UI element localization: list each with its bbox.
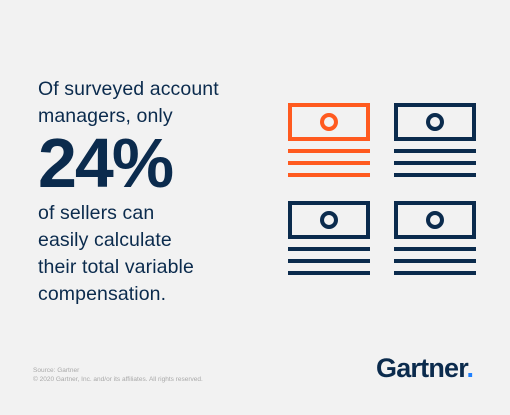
gartner-logo: Gartner. (376, 353, 474, 384)
stat-block: Of surveyed account managers, only 24% o… (38, 76, 219, 308)
source-note: Source: Gartner (33, 367, 80, 374)
headline-line-5: their total variable (38, 256, 194, 278)
cash-icon (288, 201, 370, 280)
headline-line-1: Of surveyed account (38, 78, 219, 100)
headline-line-2: managers, only (38, 105, 173, 127)
logo-dot: . (466, 353, 474, 383)
logo-text: Gartner (376, 353, 467, 383)
headline-stat: 24% (38, 124, 174, 202)
headline-line-4: easily calculate (38, 229, 172, 251)
cash-icon (394, 103, 476, 182)
cash-icon (394, 201, 476, 280)
footer: Source: Gartner © 2020 Gartner, Inc. and… (33, 366, 203, 384)
headline-line-3: of sellers can (38, 202, 155, 224)
copyright-note: © 2020 Gartner, Inc. and/or its affiliat… (33, 376, 203, 383)
headline-line-6: compensation. (38, 283, 167, 305)
cash-icon (288, 103, 370, 182)
